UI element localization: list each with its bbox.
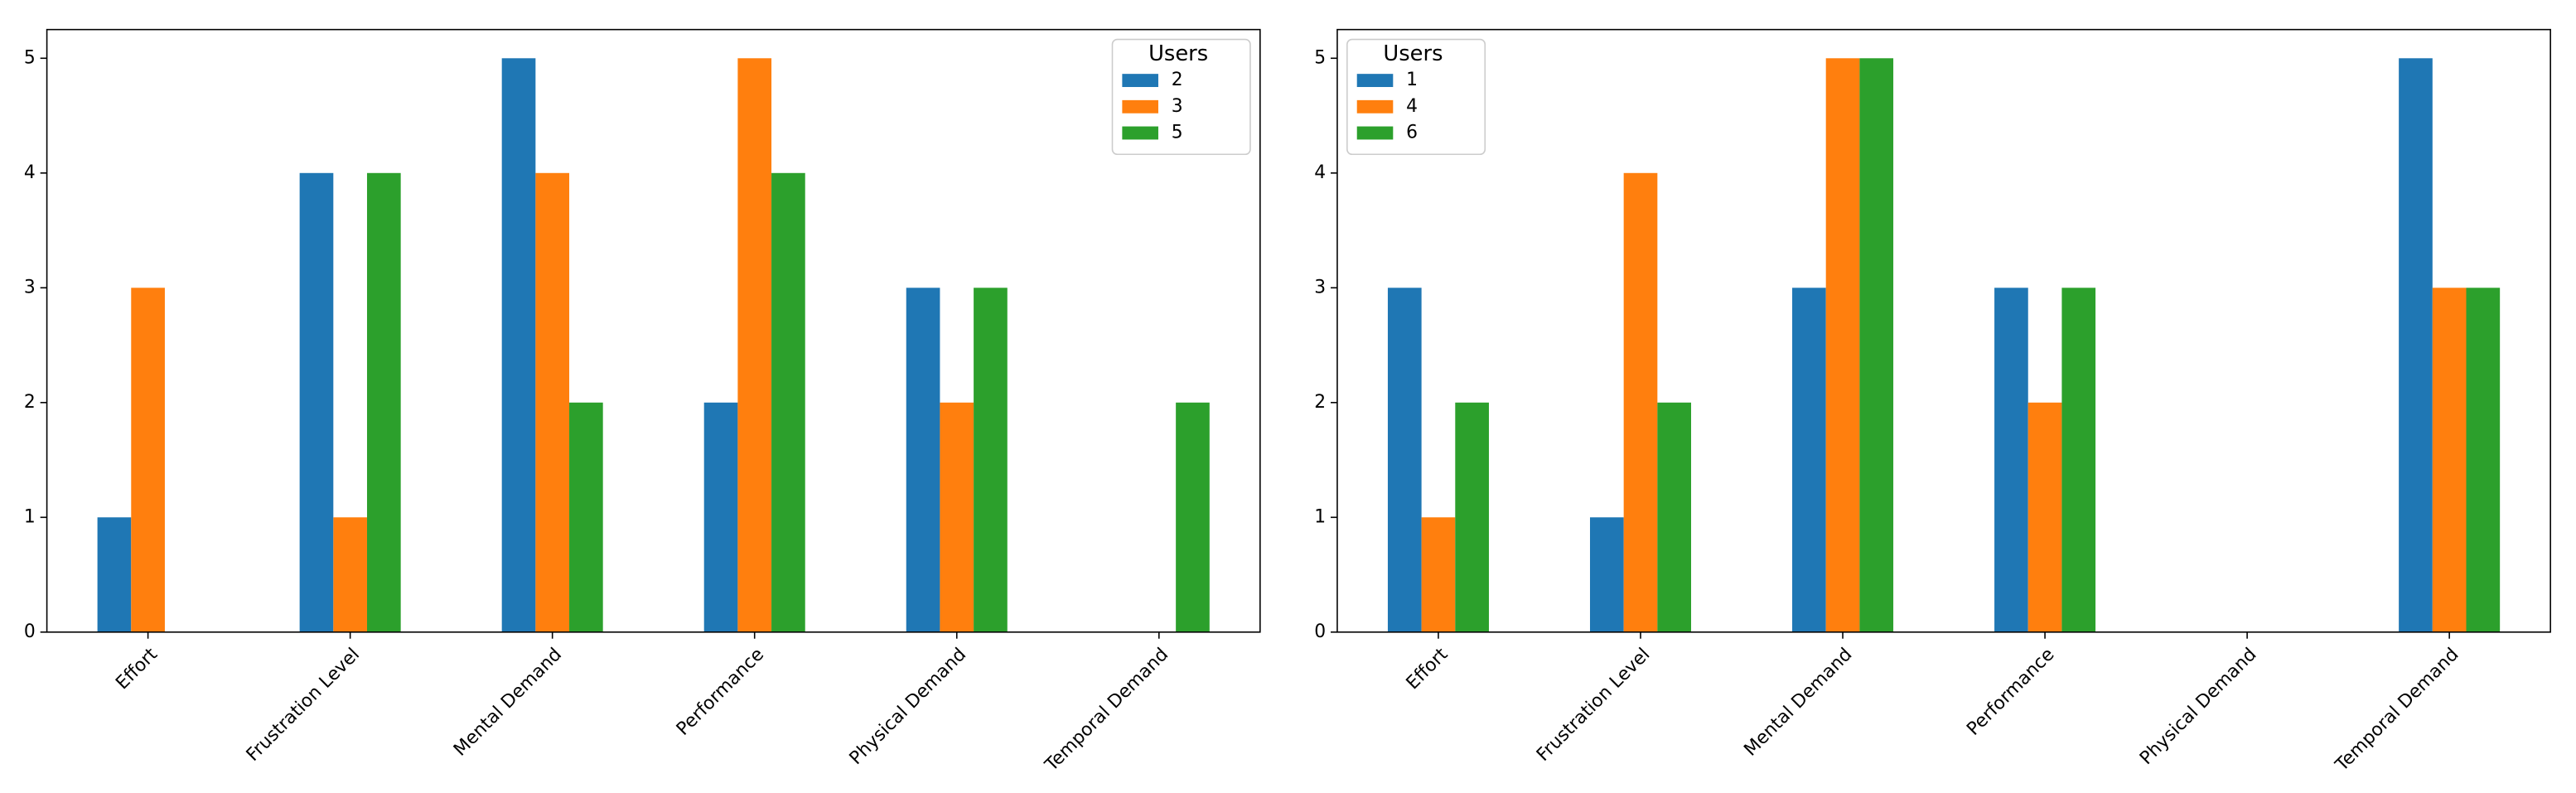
legend-swatch [1356, 99, 1394, 114]
bar [1176, 402, 1210, 632]
bar [569, 402, 603, 632]
x-tick-label: Frustration Level [243, 644, 364, 765]
bar [1994, 288, 2028, 632]
y-tick-label: 1 [1314, 506, 1326, 527]
y-tick-label: 3 [24, 277, 36, 297]
bar [366, 172, 401, 632]
bar [2432, 288, 2467, 632]
bar [1657, 402, 1692, 632]
legend-title: Users [1148, 41, 1208, 66]
bar [2061, 288, 2096, 632]
legend-label: 6 [1406, 122, 1418, 143]
legend-label: 1 [1406, 70, 1418, 90]
bar [1589, 517, 1624, 632]
x-tick-label: Performance [673, 644, 768, 739]
y-tick-label: 1 [24, 506, 36, 527]
bar [906, 288, 940, 632]
bar [1859, 58, 1894, 632]
x-tick-label: Physical Demand [846, 644, 971, 769]
bar [97, 517, 132, 632]
bar [131, 288, 165, 632]
x-tick-label: Performance [1963, 644, 2058, 739]
legend-label: 2 [1172, 70, 1183, 90]
y-tick-label: 2 [1314, 392, 1326, 413]
x-tick-label: Mental Demand [1740, 644, 1856, 760]
bar [535, 172, 570, 632]
y-tick-label: 2 [24, 392, 36, 413]
bar [1387, 288, 1422, 632]
bar [1825, 58, 1860, 632]
bar [299, 172, 334, 632]
legend-swatch [1356, 74, 1394, 88]
x-tick-label: Physical Demand [2136, 644, 2261, 769]
x-tick-label: Temporal Demand [1041, 644, 1172, 776]
x-tick-label: Frustration Level [1533, 644, 1654, 765]
x-tick-label: Effort [1403, 644, 1452, 694]
legend-swatch [1122, 74, 1158, 88]
x-tick-label: Mental Demand [450, 644, 566, 760]
legend-box [1346, 38, 1486, 156]
legend-label: 3 [1172, 96, 1183, 117]
y-tick-label: 0 [24, 621, 36, 642]
bar [1455, 402, 1489, 632]
legend-box [1111, 38, 1251, 156]
bar [501, 58, 536, 632]
x-tick-label: Temporal Demand [2331, 644, 2462, 776]
bar [737, 58, 772, 632]
bar [974, 288, 1008, 632]
y-tick-label: 5 [24, 47, 36, 68]
axes-frame [46, 28, 1261, 633]
legend-swatch [1122, 99, 1158, 114]
y-tick-label: 0 [1314, 621, 1326, 642]
y-tick-label: 4 [1314, 162, 1326, 183]
bar [940, 402, 974, 632]
bar [771, 172, 805, 632]
legend-title: Users [1383, 41, 1443, 66]
y-tick-label: 4 [24, 162, 36, 183]
axes-frame [1336, 28, 2551, 633]
bar [1623, 172, 1658, 632]
legend-label: 5 [1172, 122, 1183, 143]
legend-swatch [1122, 126, 1158, 140]
bar [1792, 288, 1826, 632]
legend-swatch [1356, 126, 1394, 140]
bar [2399, 58, 2433, 632]
y-tick-label: 5 [1314, 47, 1326, 68]
bar [2466, 288, 2501, 632]
legend-label: 4 [1406, 96, 1418, 117]
x-tick-label: Effort [112, 644, 162, 694]
y-tick-label: 3 [1314, 277, 1326, 297]
bar [333, 517, 367, 632]
bar [703, 402, 738, 632]
bar [2027, 402, 2062, 632]
bar [1421, 517, 1456, 632]
